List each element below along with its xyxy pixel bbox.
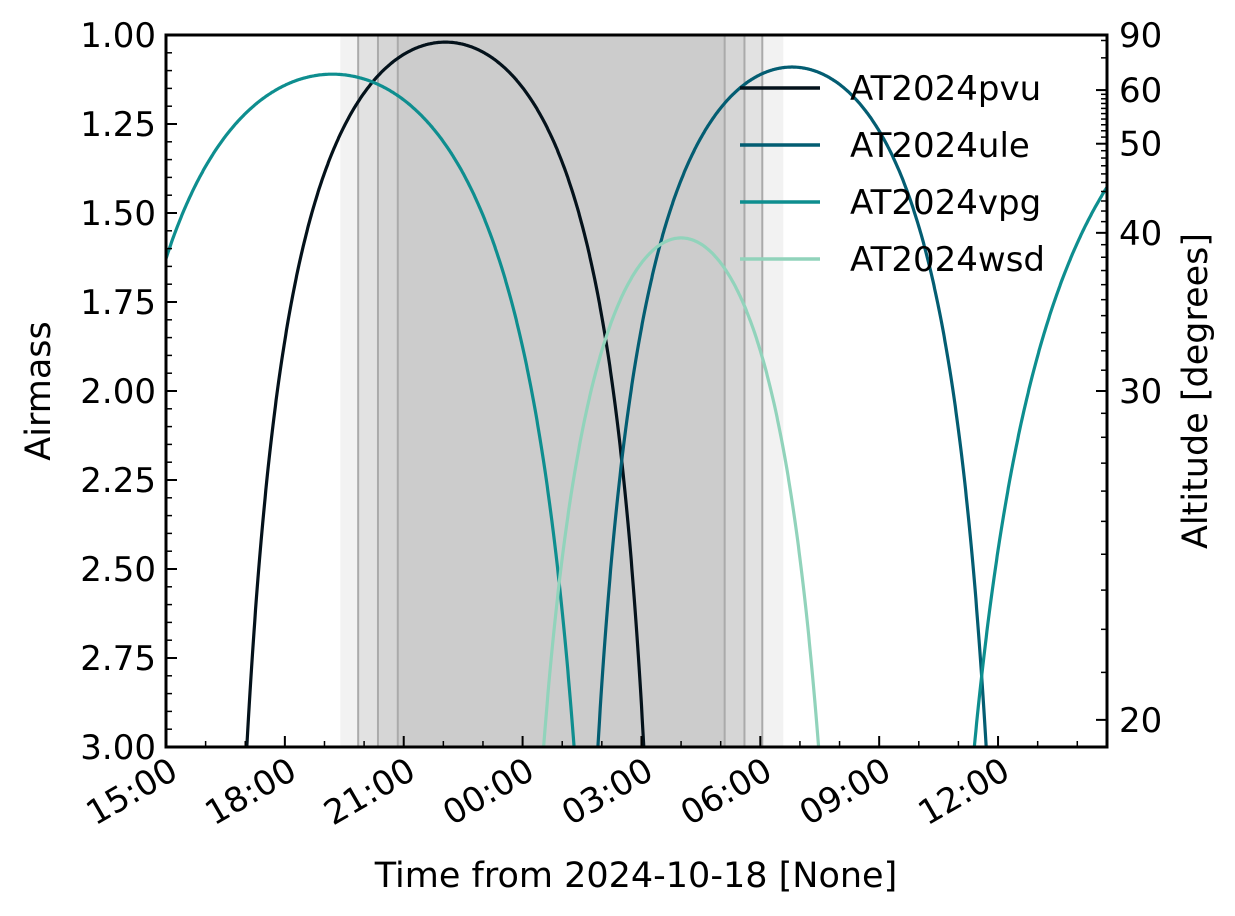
y-tick-label: 3.00 [80,728,156,768]
x-tick-label: 00:00 [436,750,541,834]
legend-label: AT2024vpg [850,183,1041,223]
x-tick-label: 18:00 [199,750,304,834]
y2-axis-label: Altitude [degrees] [1176,233,1216,549]
x-tick-label: 12:00 [912,750,1017,834]
series-line-at2024vpg [166,72,576,747]
series-line-at2024wsd [541,236,821,747]
y-tick-label: 1.00 [80,16,156,56]
y2-tick-label: 90 [1119,16,1162,56]
y2-tick-label: 60 [1119,71,1162,111]
twilight-bands [340,35,784,747]
legend-label: AT2024ule [850,126,1030,166]
x-tick-label: 21:00 [317,750,422,834]
y2-tick-label: 40 [1119,214,1162,254]
legend-label: AT2024pvu [850,69,1041,109]
y-tick-label: 1.50 [80,194,156,234]
legend-label: AT2024wsd [850,240,1045,280]
series-line-at2024pvu [245,40,646,747]
y-tick-label: 2.50 [80,550,156,590]
x-tick-label: 09:00 [793,750,898,834]
y-tick-label: 2.25 [80,461,156,501]
y2-tick-label: 50 [1119,125,1162,165]
x-tick-label: 06:00 [674,750,779,834]
y-tick-label: 1.75 [80,283,156,323]
y2-tick-label: 20 [1119,701,1162,741]
y-tick-label: 2.75 [80,639,156,679]
airmass-curves [166,40,1107,747]
series-line-at2024ule [596,65,988,747]
legend: AT2024pvu AT2024ule AT2024vpg AT2024wsd [740,69,1045,280]
y2-tick-label: 30 [1119,372,1162,412]
plot-frame [164,33,1109,749]
x-axis-label: Time from 2024-10-18 [None] [374,856,898,896]
series-line-at2024vpg [972,184,1107,747]
x-tick-label: 03:00 [555,750,660,834]
y-tick-label: 1.25 [80,105,156,145]
twilight-band-night [397,35,725,747]
y-axis-label: Airmass [19,321,59,460]
y-tick-label: 2.00 [80,372,156,412]
